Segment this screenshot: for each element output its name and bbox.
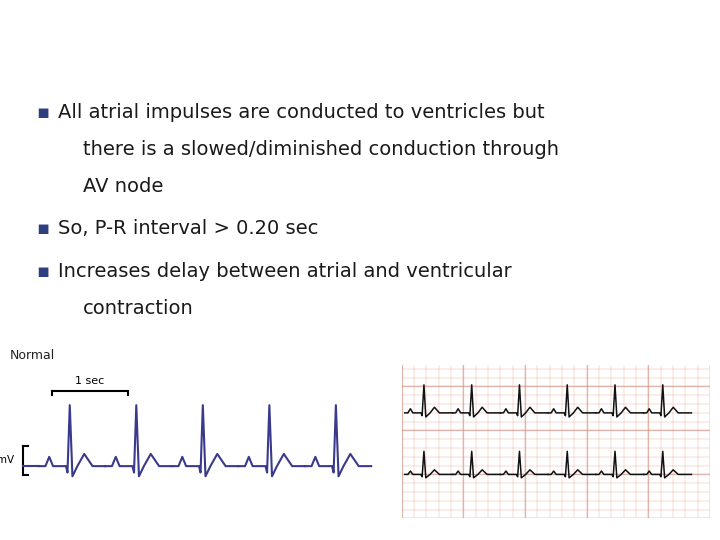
Text: contraction: contraction — [83, 299, 194, 318]
Text: Increases delay between atrial and ventricular: Increases delay between atrial and ventr… — [58, 262, 511, 281]
Text: ▪: ▪ — [36, 219, 49, 238]
Text: First Degree Heart Block: First Degree Heart Block — [157, 23, 563, 57]
Text: All atrial impulses are conducted to ventricles but: All atrial impulses are conducted to ven… — [58, 103, 544, 122]
Text: AV node: AV node — [83, 177, 163, 195]
Text: ▪: ▪ — [36, 262, 49, 281]
Text: 1 sec: 1 sec — [76, 376, 104, 386]
Text: ▪: ▪ — [36, 103, 49, 122]
Text: So, P-R interval > 0.20 sec: So, P-R interval > 0.20 sec — [58, 219, 318, 238]
Text: 1 mV: 1 mV — [0, 455, 14, 465]
Text: there is a slowed/diminished conduction through: there is a slowed/diminished conduction … — [83, 140, 559, 159]
Text: Normal: Normal — [10, 349, 55, 362]
